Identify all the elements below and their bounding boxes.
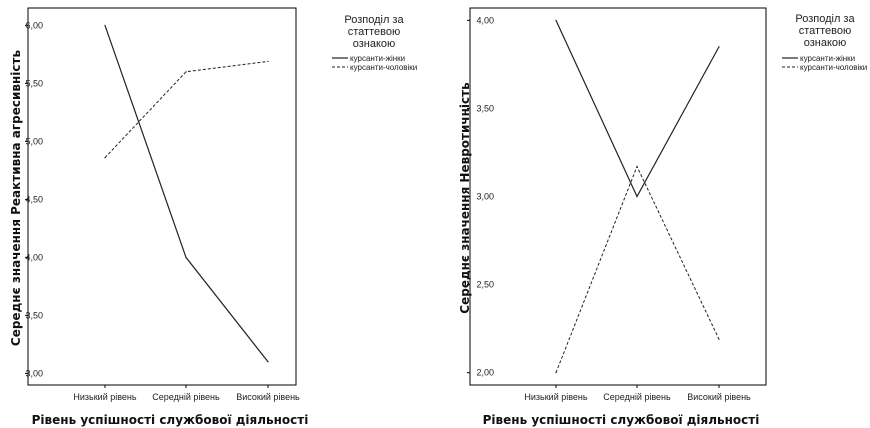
legend-label: курсанти-чоловіки [350,63,417,72]
plot-frame [469,7,767,386]
y-tick-label: 6,00 [25,20,43,30]
y-tick-label: 3,50 [25,310,43,320]
y-tick-label: 4,50 [25,194,43,204]
data-point [555,19,557,21]
y-tick-label: 3,00 [25,368,43,378]
y-axis-title: Середнє значення Невротичність [458,82,472,314]
series-line-male [104,60,269,158]
plot-frame [27,7,297,386]
y-tick-label: 2,50 [476,280,494,290]
y-tick-label: 4,00 [25,252,43,262]
y-tick-label: 5,00 [25,136,43,146]
x-tick-label: Низький рівень [524,392,587,402]
legend-title: ознакою [804,37,847,49]
chart-1: 3,00 3,50 4,00 4,50 5,00 5,50 6,00 Низький ріве… [9,7,417,427]
legend-label: курсанти-жінки [800,54,855,63]
legend-title: ознакою [353,38,396,50]
legend-label: курсанти-жінки [350,54,405,63]
y-tick-label: 3,50 [476,103,494,113]
data-point [718,46,720,48]
x-tick-label: Низький рівень [73,392,136,402]
x-axis-title: Рівень успішності службової діяльності [32,413,309,427]
x-tick-label: Середній рівень [152,392,220,402]
y-tick-label: 4,00 [476,15,494,25]
x-axis-title: Рівень успішності службової діяльності [483,413,760,427]
data-point [636,195,638,198]
data-point [267,60,269,62]
series-line-female [104,25,269,363]
data-point [104,157,106,159]
legend-title: Розподіл за [344,14,404,26]
y-tick-label: 5,50 [25,78,43,88]
y-tick-label: 3,00 [476,192,494,202]
data-point [185,71,187,73]
legend-label: курсанти-чоловіки [800,63,867,72]
data-point [267,361,269,363]
y-tick-label: 2,00 [476,368,494,378]
data-point [636,165,638,168]
series-line-male [555,165,720,373]
data-point [185,256,187,258]
x-tick-label: Високий рівень [687,392,751,402]
data-point [104,24,106,26]
x-tick-label: Високий рівень [236,392,300,402]
legend-title: Розподіл за [795,13,855,25]
legend-title: статтевою [799,25,851,37]
y-axis-title: Середнє значення Реактивна агресивність [9,50,23,347]
x-tick-label: Середній рівень [603,392,671,402]
data-point [718,338,720,340]
chart-2: 2,00 2,50 3,00 3,50 4,00 Низький рівень Середн… [458,7,867,427]
legend-title: статтевою [348,26,400,38]
data-point [555,372,557,374]
series-line-female [555,20,720,198]
